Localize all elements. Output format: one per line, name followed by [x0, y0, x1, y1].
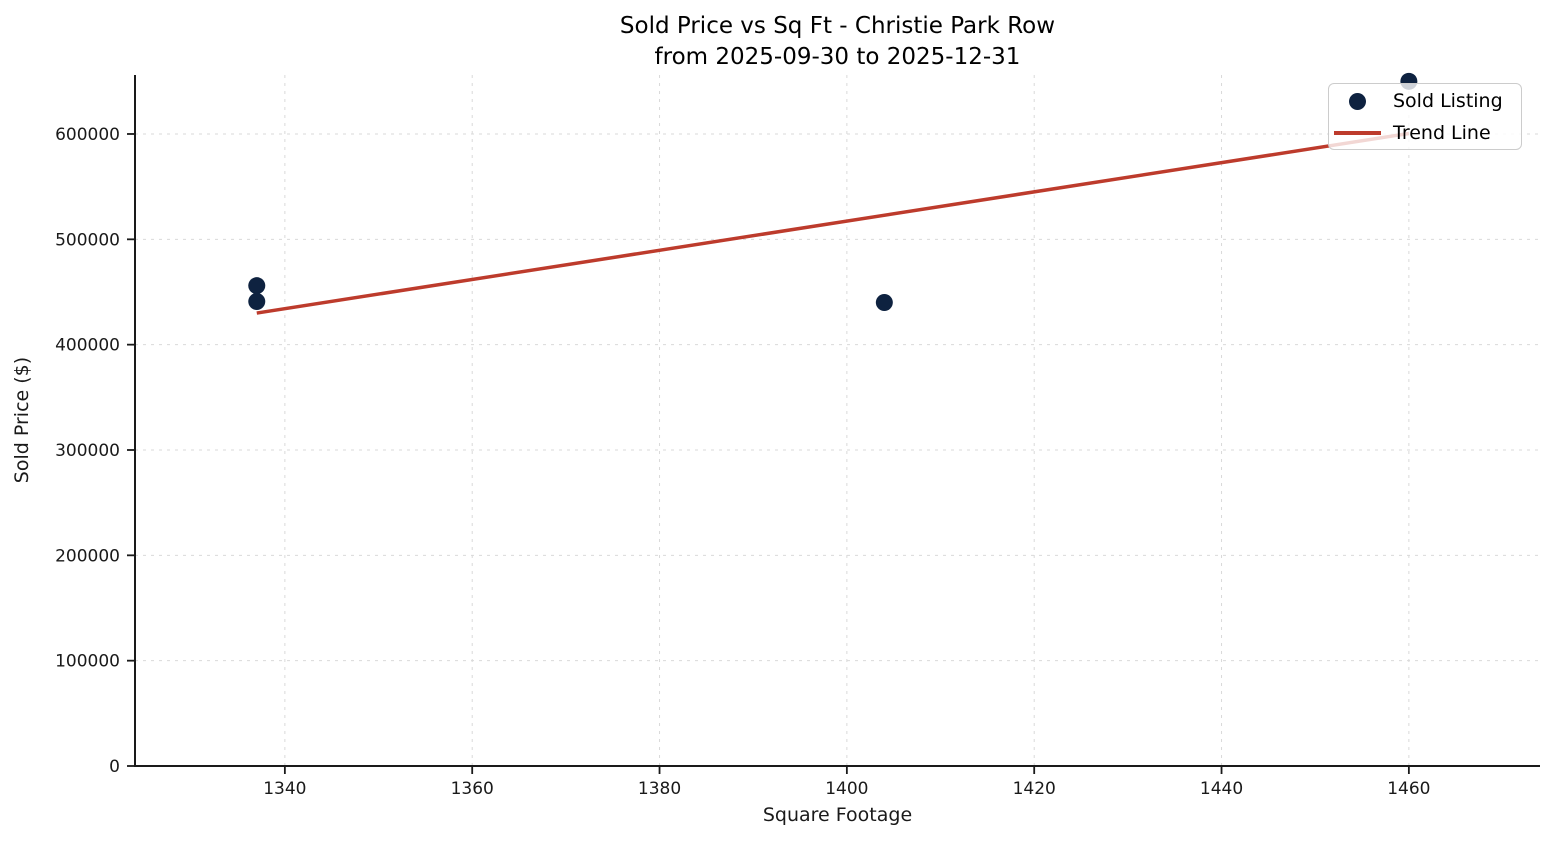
legend-label-trend-line: Trend Line: [1393, 122, 1491, 144]
x-tick-label: 1360: [451, 779, 494, 799]
x-tick-label: 1460: [1387, 779, 1430, 799]
y-axis-label: Sold Price ($): [11, 356, 33, 484]
y-tick-label: 500000: [55, 230, 120, 250]
x-tick-label: 1440: [1200, 779, 1243, 799]
scatter-point: [248, 292, 266, 310]
legend: Sold Listing Trend Line: [1328, 83, 1522, 150]
trend-line: [256, 131, 1410, 315]
x-axis-label: Square Footage: [762, 804, 913, 826]
chart-title-line1: Sold Price vs Sq Ft - Christie Park Row: [619, 13, 1056, 39]
y-tick-label: 100000: [55, 652, 120, 672]
y-tick-label: 200000: [55, 546, 120, 566]
x-tick-label: 1400: [825, 779, 868, 799]
legend-item-sold-listing: Sold Listing: [1329, 85, 1521, 117]
scatter-point: [248, 277, 266, 295]
scatter-point: [875, 294, 893, 312]
y-tick-label: 400000: [55, 336, 120, 356]
sold-listing-dot-icon: [1348, 92, 1366, 110]
y-tick-label: 600000: [55, 125, 120, 145]
chart-title: Sold Price vs Sq Ft - Christie Park Row …: [135, 11, 1540, 73]
legend-marker-box: [1329, 131, 1385, 135]
legend-item-trend-line: Trend Line: [1329, 117, 1521, 149]
legend-marker-box: [1329, 92, 1385, 110]
x-tick-label: 1380: [638, 779, 681, 799]
x-tick-label: 1340: [263, 779, 306, 799]
legend-label-sold-listing: Sold Listing: [1393, 90, 1503, 112]
y-tick-label: 300000: [55, 441, 120, 461]
chart-title-line2: from 2025-09-30 to 2025-12-31: [654, 44, 1021, 70]
x-tick-label: 1420: [1013, 779, 1056, 799]
trend-line-swatch-icon: [1333, 131, 1381, 135]
y-tick-label: 0: [109, 757, 120, 777]
